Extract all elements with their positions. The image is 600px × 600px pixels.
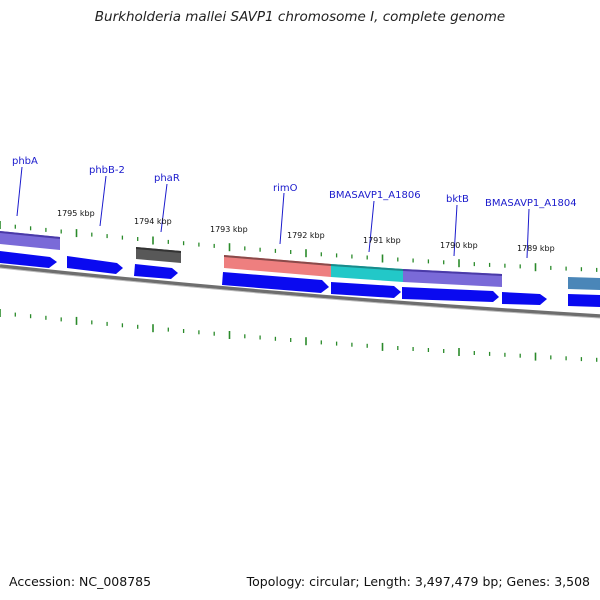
feature-bar-salmon-top — [224, 255, 331, 266]
leader-BMASAVP1_A1806 — [368, 200, 375, 253]
leader-rimO — [279, 192, 285, 245]
tick-label-1789: 1789 kbp — [517, 244, 555, 253]
gene-label-phbB-2[interactable]: phbB-2 — [89, 165, 125, 176]
genome-summary: Topology: circular; Length: 3,497,479 bp… — [246, 574, 590, 589]
feature-bar-purple-2-top — [403, 269, 502, 276]
gene-label-phaR[interactable]: phaR — [154, 173, 180, 184]
feature-bar-salmon — [224, 255, 331, 277]
coordinate-labels: 1795 kbp 1794 kbp 1793 kbp 1792 kbp 1791… — [57, 209, 555, 253]
gene-arrow-phbB-2[interactable] — [67, 256, 123, 274]
inner-tick-row — [0, 309, 598, 362]
tick-label-1793: 1793 kbp — [210, 225, 248, 234]
gene-label-rimO[interactable]: rimO — [273, 183, 298, 194]
accession-label: Accession: NC_008785 — [9, 574, 152, 589]
feature-track — [0, 231, 600, 290]
tick-label-1795: 1795 kbp — [57, 209, 95, 218]
feature-bar-steel — [568, 277, 600, 290]
gene-arrow-BMASAVP1_A1804[interactable] — [502, 292, 547, 305]
gene-arrow-next[interactable] — [568, 294, 600, 307]
gene-arrow-BMASAVP1_A1806[interactable] — [331, 282, 401, 298]
tick-label-1791: 1791 kbp — [363, 236, 401, 245]
gene-label-phbA[interactable]: phbA — [12, 156, 38, 167]
gene-arrow-rimO[interactable] — [222, 272, 329, 293]
gene-label-BMASAVP1_A1806[interactable]: BMASAVP1_A1806 — [329, 190, 421, 201]
feature-bar-purple-1-top — [0, 231, 60, 239]
tick-label-1790: 1790 kbp — [440, 241, 478, 250]
gene-arrow-phbA[interactable] — [0, 251, 57, 268]
chromosome-backbone-highlight — [0, 267, 600, 319]
outer-tick-row — [0, 221, 598, 272]
tick-label-1792: 1792 kbp — [287, 231, 325, 240]
feature-bar-cyan-top — [331, 264, 403, 271]
chromosome-backbone — [0, 264, 600, 318]
gene-label-BMASAVP1_A1804[interactable]: BMASAVP1_A1804 — [485, 198, 577, 209]
leader-BMASAVP1_A1804 — [526, 208, 530, 259]
leader-phbB-2 — [99, 175, 107, 227]
feature-bar-grey-top — [136, 247, 181, 253]
tick-label-1794: 1794 kbp — [134, 217, 172, 226]
leader-phbA — [16, 166, 23, 217]
gene-arrow-phaR[interactable] — [134, 264, 178, 279]
leader-bktB — [453, 204, 458, 257]
gene-arrow-track — [0, 251, 600, 307]
leader-phaR — [160, 183, 168, 233]
gene-arrow-bktB[interactable] — [402, 287, 499, 302]
gene-label-bktB[interactable]: bktB — [446, 194, 469, 205]
gene-label-leaders — [16, 166, 530, 259]
genome-title: Burkholderia mallei SAVP1 chromosome I, … — [94, 9, 506, 25]
gene-labels: phbA phbB-2 phaR rimO BMASAVP1_A1806 bkt… — [12, 156, 577, 209]
